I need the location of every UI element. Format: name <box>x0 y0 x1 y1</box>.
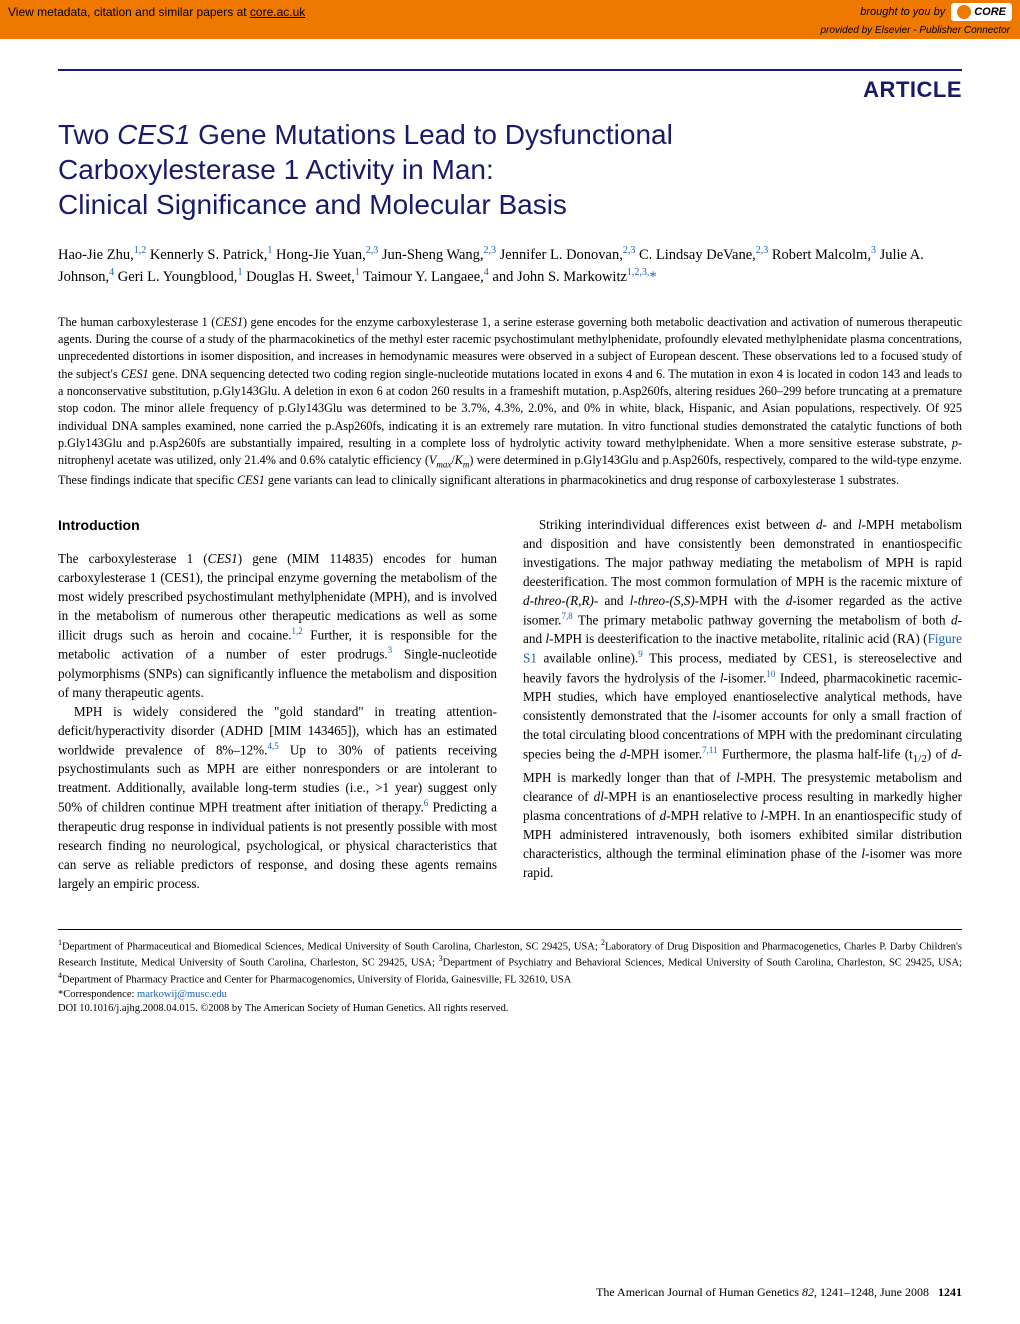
footer-pagenum: 1241 <box>938 1285 962 1299</box>
affiliations-footnotes: 1Department of Pharmaceutical and Biomed… <box>58 929 962 1016</box>
col1-para-1: The carboxylesterase 1 (CES1) gene (MIM … <box>58 549 497 702</box>
abstract: The human carboxylesterase 1 (CES1) gene… <box>58 314 962 489</box>
core-logo[interactable]: CORE <box>951 3 1012 21</box>
core-logo-text: CORE <box>974 6 1006 18</box>
column-left: Introduction The carboxylesterase 1 (CES… <box>58 515 497 893</box>
title-part-1: Two CES1 Gene Mutations Lead to Dysfunct… <box>58 119 673 150</box>
correspondence-email[interactable]: markowij@musc.edu <box>137 989 227 1000</box>
core-banner-right: brought to you by CORE <box>860 3 1012 21</box>
footer-vol: 82 <box>802 1285 814 1299</box>
correspondence: *Correspondence: markowij@musc.edu <box>58 988 962 1002</box>
core-banner-prefix: View metadata, citation and similar pape… <box>8 5 250 19</box>
article-title: Two CES1 Gene Mutations Lead to Dysfunct… <box>58 117 962 222</box>
col2-para-1: Striking interindividual differences exi… <box>523 515 962 882</box>
doi-line: DOI 10.1016/j.ajhg.2008.04.015. ©2008 by… <box>58 1002 962 1016</box>
two-column-body: Introduction The carboxylesterase 1 (CES… <box>58 515 962 893</box>
title-line-3: Clinical Significance and Molecular Basi… <box>58 189 567 220</box>
footer-journal: The American Journal of Human Genetics <box>596 1285 799 1299</box>
provided-by-line: provided by Elsevier - Publisher Connect… <box>0 24 1020 39</box>
footer-pages: , 1241–1248, June 2008 <box>814 1285 929 1299</box>
core-banner-left: View metadata, citation and similar pape… <box>8 5 305 19</box>
core-logo-icon <box>957 5 971 19</box>
article-label: ARTICLE <box>58 77 962 103</box>
column-right: Striking interindividual differences exi… <box>523 515 962 893</box>
correspondence-label: *Correspondence: <box>58 989 134 1000</box>
intro-heading: Introduction <box>58 515 497 535</box>
page-footer: The American Journal of Human Genetics 8… <box>596 1285 962 1300</box>
top-rule <box>58 69 962 71</box>
affiliations: 1Department of Pharmaceutical and Biomed… <box>58 938 962 988</box>
core-link[interactable]: core.ac.uk <box>250 5 305 19</box>
core-banner: View metadata, citation and similar pape… <box>0 0 1020 24</box>
col1-para-2: MPH is widely considered the "gold stand… <box>58 702 497 893</box>
author-list: Hao-Jie Zhu,1,2 Kennerly S. Patrick,1 Ho… <box>58 244 962 288</box>
core-brought-by: brought to you by <box>860 6 945 18</box>
title-line-2: Carboxylesterase 1 Activity in Man: <box>58 154 494 185</box>
page-content: ARTICLE Two CES1 Gene Mutations Lead to … <box>0 39 1020 1016</box>
